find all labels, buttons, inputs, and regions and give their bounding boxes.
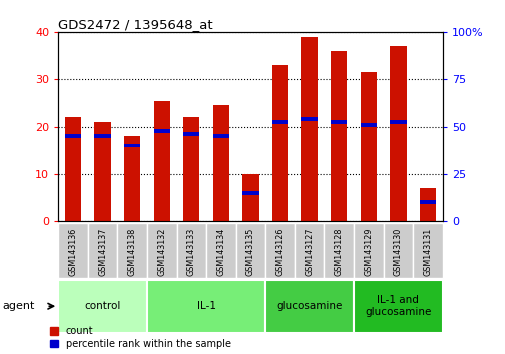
Bar [271,65,288,221]
Bar [212,134,229,138]
Text: IL-1 and
glucosamine: IL-1 and glucosamine [365,295,431,317]
Bar [65,117,81,221]
Bar [354,223,383,278]
Bar [330,120,346,124]
Bar [419,188,435,221]
Bar [330,51,346,221]
Text: GSM143126: GSM143126 [275,227,284,276]
Bar [324,223,353,278]
Bar [206,223,235,278]
Bar [301,117,317,121]
Text: GSM143136: GSM143136 [68,227,77,276]
Text: GSM143138: GSM143138 [127,227,136,276]
Bar [212,105,229,221]
Text: GSM143129: GSM143129 [364,227,373,276]
Legend: count, percentile rank within the sample: count, percentile rank within the sample [50,326,230,349]
Text: GDS2472 / 1395648_at: GDS2472 / 1395648_at [58,18,213,31]
Bar [419,200,435,204]
Bar [265,280,354,333]
Bar [389,120,406,124]
Bar [65,134,81,138]
Bar [235,223,265,278]
Text: IL-1: IL-1 [196,301,215,311]
Text: GSM143133: GSM143133 [186,227,195,276]
Bar [242,191,258,195]
Text: GSM143137: GSM143137 [98,227,107,276]
Bar [413,223,442,278]
Bar [360,123,376,127]
Bar [176,223,206,278]
Text: GSM143132: GSM143132 [157,227,166,276]
Bar [360,72,376,221]
Bar [117,223,146,278]
Bar [242,174,258,221]
Bar [301,36,317,221]
Bar [94,134,111,138]
Bar [124,144,140,147]
Bar [389,46,406,221]
Text: GSM143131: GSM143131 [423,227,432,276]
Bar [354,280,442,333]
Bar [146,223,176,278]
Text: agent: agent [3,301,35,311]
Bar [94,122,111,221]
Text: GSM143134: GSM143134 [216,227,225,276]
Bar [154,130,170,133]
Bar [294,223,324,278]
Bar [124,136,140,221]
Text: glucosamine: glucosamine [276,301,342,311]
Bar [265,223,294,278]
Text: control: control [84,301,121,311]
Bar [58,223,87,278]
Text: GSM143128: GSM143128 [334,227,343,276]
Text: GSM143127: GSM143127 [305,227,314,276]
Text: GSM143135: GSM143135 [245,227,255,276]
Bar [183,117,199,221]
Bar [58,280,146,333]
Bar [271,120,288,124]
Text: GSM143130: GSM143130 [393,227,402,276]
Bar [146,280,265,333]
Bar [87,223,117,278]
Bar [154,101,170,221]
Bar [183,132,199,136]
Bar [383,223,413,278]
